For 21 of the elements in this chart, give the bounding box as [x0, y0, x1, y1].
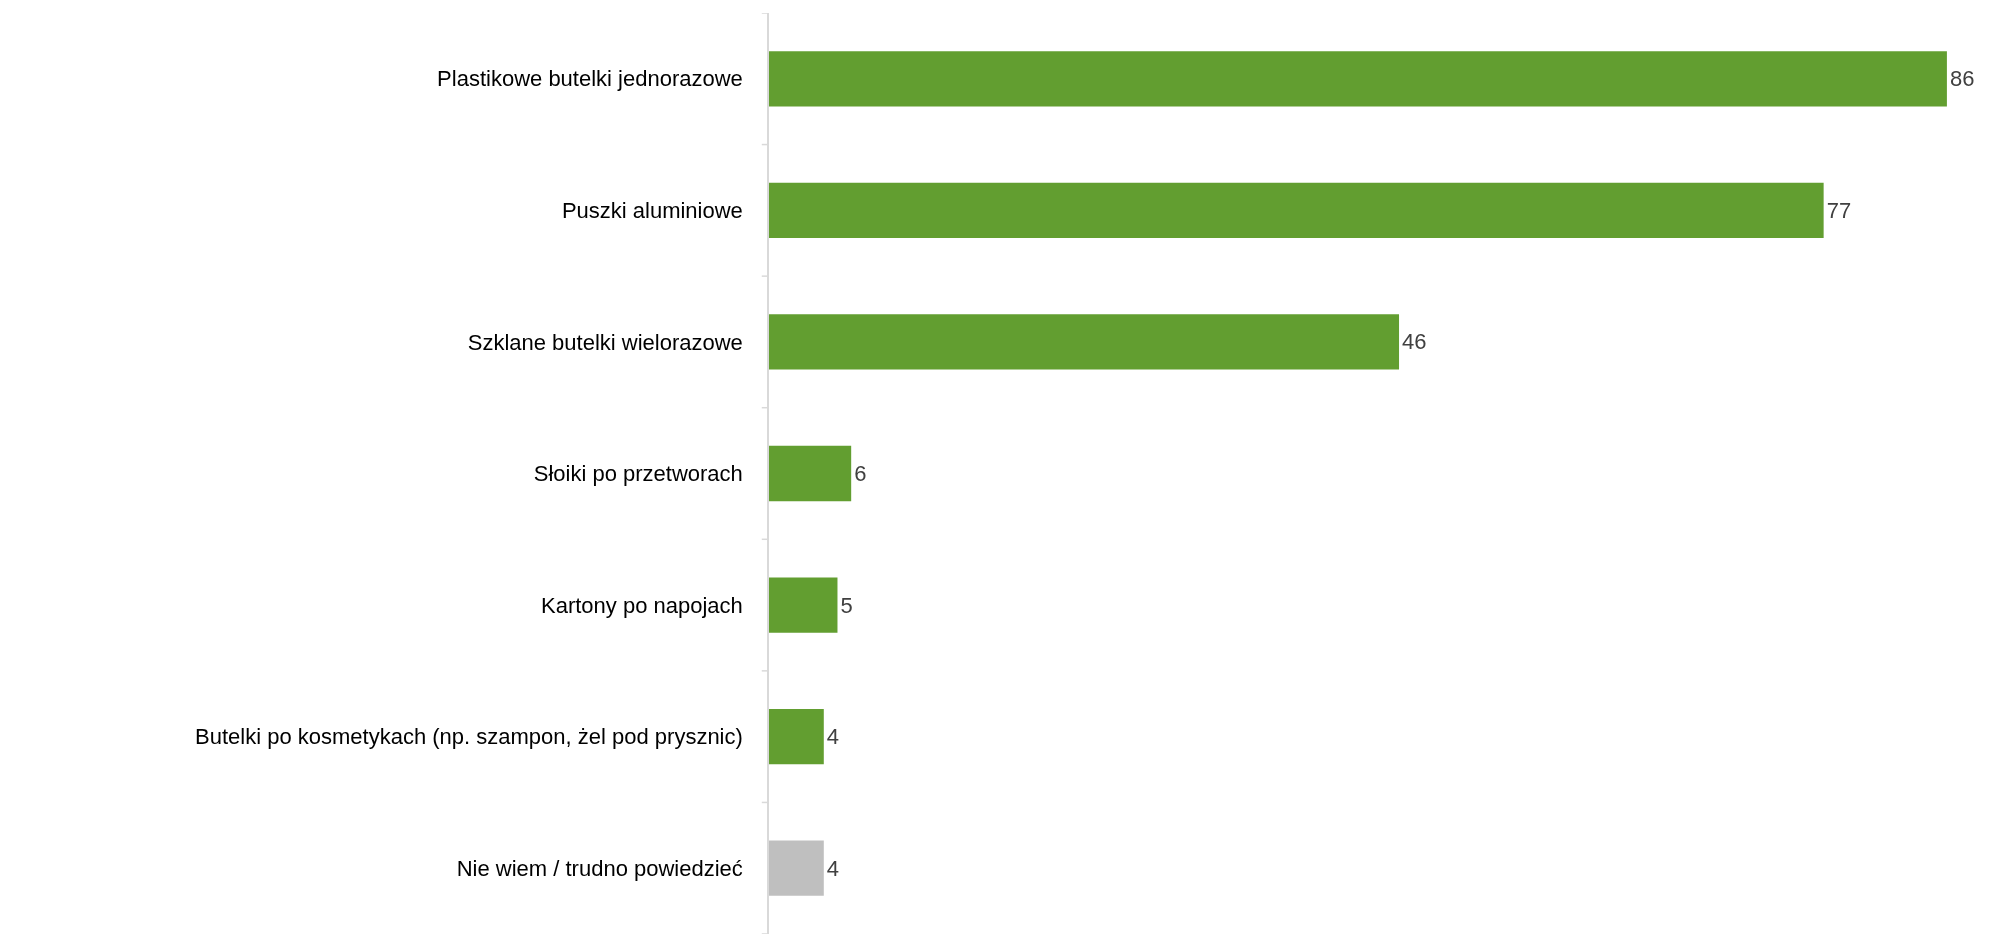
y-tick-label: Butelki po kosmetykach (np. szampon, żel pod prysznic) — [195, 724, 743, 750]
bar — [769, 182, 1824, 238]
data-label: 46 — [1402, 329, 1427, 355]
bar — [769, 51, 1947, 107]
data-label: 4 — [826, 724, 840, 750]
data-label: 6 — [854, 461, 867, 486]
y-tick-label: Plastikowe butelki jednorazowe — [437, 66, 743, 92]
data-label: 86 — [1949, 66, 1975, 92]
y-tick-label: Kartony po napojach — [541, 592, 743, 618]
data-label: 4 — [826, 855, 840, 881]
bar — [769, 709, 824, 765]
y-tick-label: Szklane butelki wielorazowe — [467, 329, 743, 355]
y-tick-label: Słoiki po przetworach — [533, 461, 743, 487]
bar — [769, 445, 852, 502]
bar — [769, 577, 838, 633]
data-label: 5 — [840, 592, 853, 618]
bar — [769, 840, 824, 896]
bar — [769, 314, 1400, 370]
y-tick-label: Puszki aluminiowe — [561, 198, 743, 224]
data-label: 77 — [1826, 197, 1852, 223]
y-tick-label: Nie wiem / trudno powiedzieć — [456, 855, 743, 881]
